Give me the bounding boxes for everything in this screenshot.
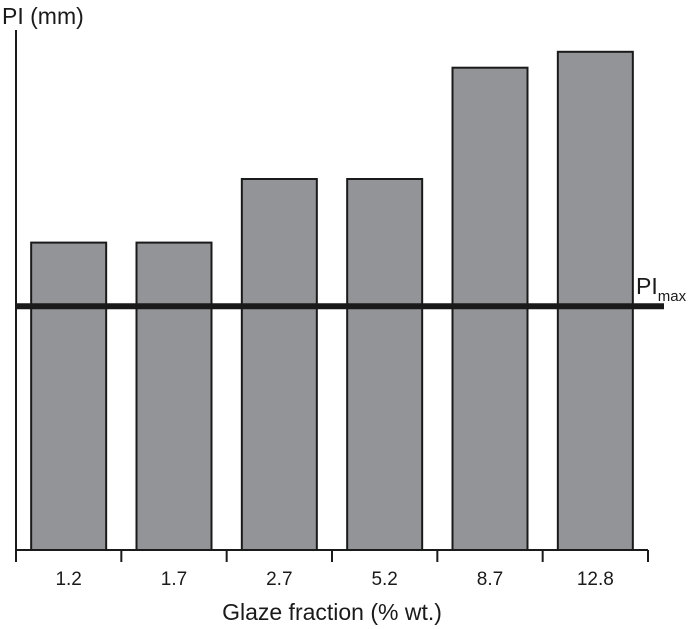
bar-1-2 — [30, 241, 108, 551]
x-tick-label: 5.2 — [371, 569, 397, 590]
bar-5-2 — [346, 178, 424, 551]
bar-12-8 — [556, 50, 634, 552]
x-tick-label: 2.7 — [266, 569, 292, 590]
bar-1-7 — [135, 241, 213, 551]
x-tick-label: 8.7 — [477, 569, 503, 590]
pi-max-label: PImax — [636, 273, 687, 305]
pi-max-label-main: PI — [636, 273, 658, 299]
y-axis-label: PI (mm) — [2, 3, 84, 29]
x-tick-label: 1.2 — [55, 569, 81, 590]
pi-max-label-sub: max — [658, 288, 687, 305]
x-tick-label: 12.8 — [577, 569, 614, 590]
bar-2-7 — [240, 178, 318, 551]
x-tick-labels-group: 1.2 1.7 2.7 5.2 8.7 12.8 — [55, 569, 613, 590]
x-axis-label: Glaze fraction (% wt.) — [222, 599, 442, 625]
bars-group — [30, 50, 634, 552]
x-ticks-group — [15, 550, 649, 562]
x-tick-label: 1.7 — [161, 569, 187, 590]
